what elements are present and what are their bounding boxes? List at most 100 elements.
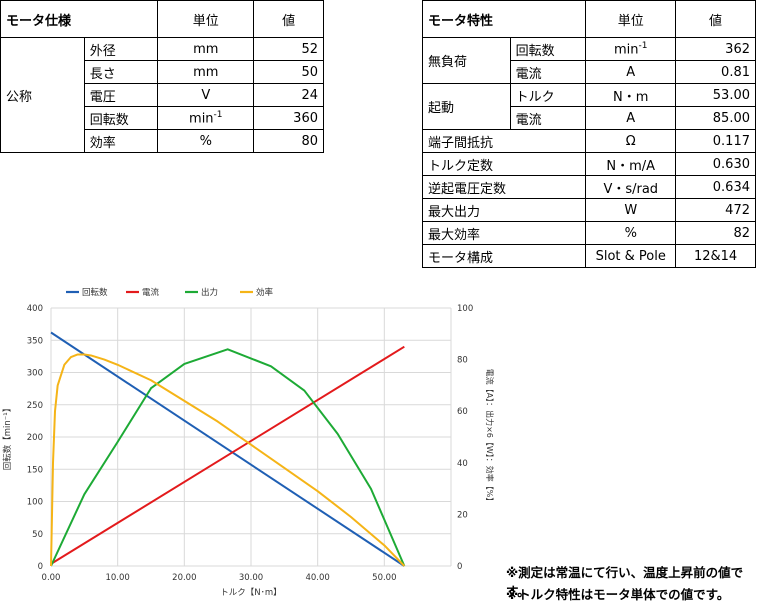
row-label: 逆起電圧定数 <box>421 175 587 199</box>
row-unit: W <box>585 198 677 222</box>
row-unit: % <box>157 129 255 153</box>
legend-label: 出力 <box>201 287 218 298</box>
series-line-出力 <box>50 348 406 567</box>
y-tick-label: 200 <box>27 433 43 443</box>
table-row: 最大出力 W 472 <box>421 198 756 222</box>
row-value: 52 <box>253 37 324 61</box>
y-tick-label: 250 <box>27 401 43 411</box>
row-unit: V・s/rad <box>585 175 677 199</box>
x-tick-label: 50.00 <box>372 573 396 583</box>
row-value: 50 <box>253 60 324 84</box>
note-measurement: ※測定は常温にて行い、温度上昇前の値です。 <box>506 565 744 599</box>
row-value: 472 <box>675 198 756 222</box>
row-value: 362 <box>675 37 756 61</box>
note-torque: ※トルク特性はモータ単体での値です。 <box>506 587 730 602</box>
row-unit: Slot & Pole <box>585 244 677 268</box>
table-header-row: モータ特性 単位 値 <box>421 0 756 38</box>
row-unit: min-1 <box>157 106 255 130</box>
row-value: 85.00 <box>675 106 756 130</box>
y2-tick-label: 60 <box>457 407 468 417</box>
row-value: 0.117 <box>675 129 756 153</box>
y2-tick-label: 100 <box>457 304 473 314</box>
row-label: 回転数 <box>509 37 587 61</box>
group-label: 無負荷 <box>422 37 511 84</box>
y2-tick-label: 40 <box>457 459 468 469</box>
table-title: モータ仕様 <box>0 0 159 38</box>
y-tick-label: 0 <box>38 562 43 572</box>
x-tick-label: 20.00 <box>172 573 196 583</box>
row-label: 電圧 <box>83 83 159 107</box>
y-axis-title: 回転数【min⁻¹】 <box>2 404 13 470</box>
motor-characteristics-table: モータ特性 単位 値 無負荷 回転数 min-1 362 電流 A 0.81 起… <box>421 0 756 268</box>
group-label: 公称 <box>0 37 85 153</box>
table-row: 起動 トルク N・m 53.00 <box>422 83 756 130</box>
value-header: 値 <box>675 0 756 38</box>
legend-label: 回転数 <box>82 287 108 298</box>
table-header-row: モータ仕様 単位 値 <box>0 0 324 38</box>
legend-label: 電流 <box>142 287 160 298</box>
unit-base: min <box>189 111 214 127</box>
table-row: 電流 A 85.00 <box>423 106 756 130</box>
row-unit: A <box>585 106 677 130</box>
x-tick-label: 30.00 <box>239 573 263 583</box>
row-value: 12&14 <box>675 244 756 268</box>
unit-sup: -1 <box>213 109 223 120</box>
row-label: 回転数 <box>83 106 159 130</box>
y2-axis-title: 電流【A】：出力×6【W】：効率【%】 <box>485 369 495 506</box>
row-value: 360 <box>253 106 324 130</box>
x-axis-title: トルク【N･m】 <box>220 588 281 598</box>
row-value: 80 <box>253 129 324 153</box>
row-label: 最大出力 <box>421 198 587 222</box>
table-row: 長さ mm 50 <box>1 60 324 84</box>
series-line-電流 <box>50 345 405 565</box>
y2-tick-label: 80 <box>457 356 468 366</box>
motor-characteristics-chart: 0 50 100 150 200 250 300 350 400 0 20 40 60 80 100 0.00… <box>2 287 495 598</box>
row-label: 長さ <box>83 60 159 84</box>
row-label: 外径 <box>83 37 159 61</box>
motor-spec-table: モータ仕様 単位 値 公称 外径 mm 52 長さ mm 50 電圧 V 24 … <box>0 0 324 153</box>
row-value: 0.81 <box>675 60 756 84</box>
row-value: 82 <box>675 221 756 245</box>
y-tick-label: 150 <box>27 465 43 475</box>
row-unit: mm <box>157 60 255 84</box>
table-row: 無負荷 回転数 min-1 362 <box>422 37 756 84</box>
table-row: 端子間抵抗 Ω 0.117 <box>421 129 756 153</box>
y-tick-label: 50 <box>32 530 43 540</box>
x-tick-label: 40.00 <box>305 573 329 583</box>
row-unit: % <box>585 221 677 245</box>
row-label: 最大効率 <box>421 221 587 245</box>
x-tick-label: 0.00 <box>42 573 61 583</box>
y-tick-label: 350 <box>27 336 43 346</box>
row-label: 端子間抵抗 <box>421 129 587 153</box>
table-title: モータ特性 <box>421 0 587 38</box>
row-label: 電流 <box>509 106 587 130</box>
table-row: トルク定数 N・m/A 0.630 <box>421 152 756 176</box>
unit-header: 単位 <box>585 0 677 38</box>
row-unit: V <box>157 83 255 107</box>
x-tick-label: 10.00 <box>105 573 129 583</box>
row-unit: A <box>585 60 677 84</box>
row-unit: N・m/A <box>585 152 677 176</box>
row-unit: mm <box>157 37 255 61</box>
row-value: 24 <box>253 83 324 107</box>
row-unit: Ω <box>585 129 677 153</box>
row-value: 53.00 <box>675 83 756 107</box>
unit-sup: -1 <box>638 40 648 51</box>
legend-label: 効率 <box>256 287 274 298</box>
y-tick-label: 300 <box>27 369 43 379</box>
table-row: 逆起電圧定数 V・s/rad 0.634 <box>421 175 756 199</box>
row-label: トルク定数 <box>421 152 587 176</box>
row-label: 効率 <box>83 129 159 153</box>
y2-tick-label: 20 <box>457 510 468 520</box>
y2-tick-label: 0 <box>457 562 462 572</box>
row-label: 電流 <box>509 60 587 84</box>
table-row: 効率 % 80 <box>1 129 324 153</box>
table-row: 公称 外径 mm 52 <box>0 37 324 153</box>
unit-base: min <box>614 42 639 58</box>
row-unit: N・m <box>585 83 677 107</box>
row-unit: min-1 <box>585 37 677 61</box>
group-label: 起動 <box>422 83 511 130</box>
series-line-効率 <box>50 353 406 567</box>
table-row: モータ構成 Slot & Pole 12&14 <box>421 244 756 268</box>
row-label: モータ構成 <box>421 244 587 268</box>
